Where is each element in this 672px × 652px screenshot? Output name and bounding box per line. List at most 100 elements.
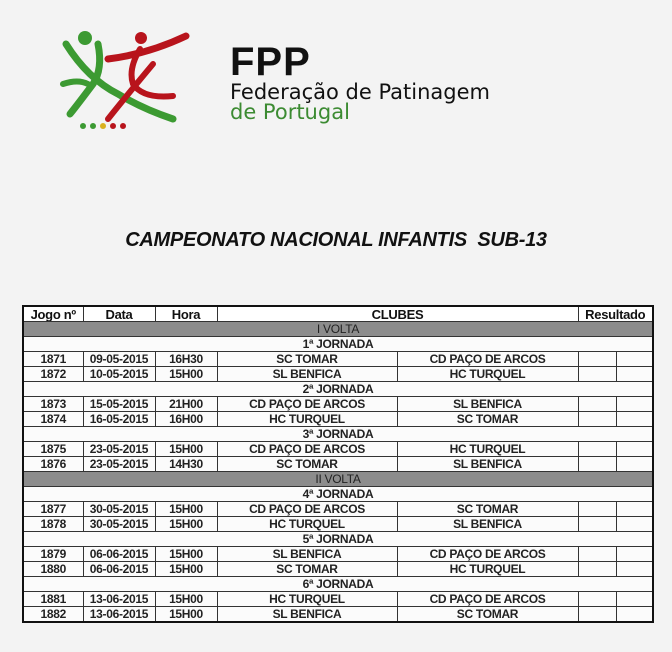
home-club: SC TOMAR — [216, 456, 398, 472]
jornada-row: 3ª JORNADA — [22, 426, 654, 442]
game-time: 16H00 — [154, 411, 218, 427]
result-away-cell — [615, 366, 654, 382]
game-date: 13-06-2015 — [82, 606, 156, 623]
game-time: 15H00 — [154, 366, 218, 382]
game-time: 15H00 — [154, 516, 218, 532]
game-number: 1880 — [22, 561, 84, 577]
home-club: CD PAÇO DE ARCOS — [216, 441, 398, 457]
game-date: 23-05-2015 — [82, 441, 156, 457]
game-time: 21H00 — [154, 396, 218, 412]
away-club: CD PAÇO DE ARCOS — [396, 546, 579, 562]
result-home-cell — [577, 351, 617, 367]
game-date: 09-05-2015 — [82, 351, 156, 367]
game-date: 30-05-2015 — [82, 516, 156, 532]
game-time: 15H00 — [154, 546, 218, 562]
table-row: 1880 06-06-2015 15H00 SC TOMAR HC TURQUEL — [22, 561, 654, 577]
game-time: 15H00 — [154, 606, 218, 623]
volta-label: II VOLTA — [22, 471, 654, 487]
result-away-cell — [615, 546, 654, 562]
game-number: 1878 — [22, 516, 84, 532]
result-home-cell — [577, 546, 617, 562]
home-club: SC TOMAR — [216, 351, 398, 367]
jornada-row: 4ª JORNADA — [22, 486, 654, 502]
jornada-label: 6ª JORNADA — [22, 576, 654, 592]
home-club: SL BENFICA — [216, 546, 398, 562]
result-home-cell — [577, 456, 617, 472]
away-club: SL BENFICA — [396, 396, 579, 412]
header-jogo: Jogo nº — [22, 305, 84, 322]
header-data: Data — [82, 305, 156, 322]
game-number: 1873 — [22, 396, 84, 412]
jornada-row: 1ª JORNADA — [22, 336, 654, 352]
away-club: SC TOMAR — [396, 501, 579, 517]
home-club: SL BENFICA — [216, 366, 398, 382]
game-number: 1882 — [22, 606, 84, 623]
game-number: 1881 — [22, 591, 84, 607]
result-home-cell — [577, 396, 617, 412]
game-date: 06-06-2015 — [82, 546, 156, 562]
game-number: 1876 — [22, 456, 84, 472]
game-number: 1871 — [22, 351, 84, 367]
away-club: CD PAÇO DE ARCOS — [396, 351, 579, 367]
result-away-cell — [615, 606, 654, 623]
table-row: 1875 23-05-2015 15H00 CD PAÇO DE ARCOS HC TU… — [22, 441, 654, 457]
table-row: 1879 06-06-2015 15H00 SL BENFICA CD PAÇO DE … — [22, 546, 654, 562]
result-home-cell — [577, 501, 617, 517]
result-home-cell — [577, 441, 617, 457]
schedule-table: Jogo nº Data Hora CLUBES Resultado I VOL… — [22, 305, 654, 623]
jornada-row: 6ª JORNADA — [22, 576, 654, 592]
game-time: 15H00 — [154, 561, 218, 577]
jornada-label: 5ª JORNADA — [22, 531, 654, 547]
jornada-label: 3ª JORNADA — [22, 426, 654, 442]
table-row: 1876 23-05-2015 14H30 SC TOMAR SL BENFICA — [22, 456, 654, 472]
result-away-cell — [615, 411, 654, 427]
result-away-cell — [615, 501, 654, 517]
organization-country: de Portugal — [230, 100, 350, 124]
volta-row: II VOLTA — [22, 471, 654, 487]
game-date: 13-06-2015 — [82, 591, 156, 607]
header-clubes: CLUBES — [216, 305, 579, 322]
table-row: 1881 13-06-2015 15H00 HC TURQUEL CD PAÇO DE … — [22, 591, 654, 607]
result-away-cell — [615, 456, 654, 472]
home-club: HC TURQUEL — [216, 516, 398, 532]
result-away-cell — [615, 561, 654, 577]
jornada-row: 2ª JORNADA — [22, 381, 654, 397]
table-row: 1871 09-05-2015 16H30 SC TOMAR CD PAÇO DE AR… — [22, 351, 654, 367]
game-time: 15H00 — [154, 501, 218, 517]
home-club: CD PAÇO DE ARCOS — [216, 396, 398, 412]
jornada-label: 2ª JORNADA — [22, 381, 654, 397]
away-club: CD PAÇO DE ARCOS — [396, 591, 579, 607]
away-club: HC TURQUEL — [396, 366, 579, 382]
table-row: 1873 15-05-2015 21H00 CD PAÇO DE ARCOS SL BE… — [22, 396, 654, 412]
game-date: 06-06-2015 — [82, 561, 156, 577]
volta-row: I VOLTA — [22, 321, 654, 337]
jornada-label: 4ª JORNADA — [22, 486, 654, 502]
logo-abbreviation: FPP — [230, 40, 311, 84]
game-time: 15H00 — [154, 591, 218, 607]
result-home-cell — [577, 411, 617, 427]
result-home-cell — [577, 606, 617, 623]
away-club: SL BENFICA — [396, 516, 579, 532]
game-number: 1872 — [22, 366, 84, 382]
home-club: HC TURQUEL — [216, 411, 398, 427]
table-row: 1874 16-05-2015 16H00 HC TURQUEL SC TOMAR — [22, 411, 654, 427]
game-time: 16H30 — [154, 351, 218, 367]
header-resultado: Resultado — [577, 305, 654, 322]
game-number: 1879 — [22, 546, 84, 562]
result-home-cell — [577, 516, 617, 532]
fpp-logo — [60, 31, 190, 129]
volta-label: I VOLTA — [22, 321, 654, 337]
result-away-cell — [615, 516, 654, 532]
game-number: 1877 — [22, 501, 84, 517]
table-row: 1877 30-05-2015 15H00 CD PAÇO DE ARCOS SC TO… — [22, 501, 654, 517]
game-date: 16-05-2015 — [82, 411, 156, 427]
result-home-cell — [577, 591, 617, 607]
jornada-row: 5ª JORNADA — [22, 531, 654, 547]
game-date: 15-05-2015 — [82, 396, 156, 412]
jornada-label: 1ª JORNADA — [22, 336, 654, 352]
game-number: 1874 — [22, 411, 84, 427]
away-club: HC TURQUEL — [396, 441, 579, 457]
game-date: 30-05-2015 — [82, 501, 156, 517]
game-date: 23-05-2015 — [82, 456, 156, 472]
result-home-cell — [577, 561, 617, 577]
